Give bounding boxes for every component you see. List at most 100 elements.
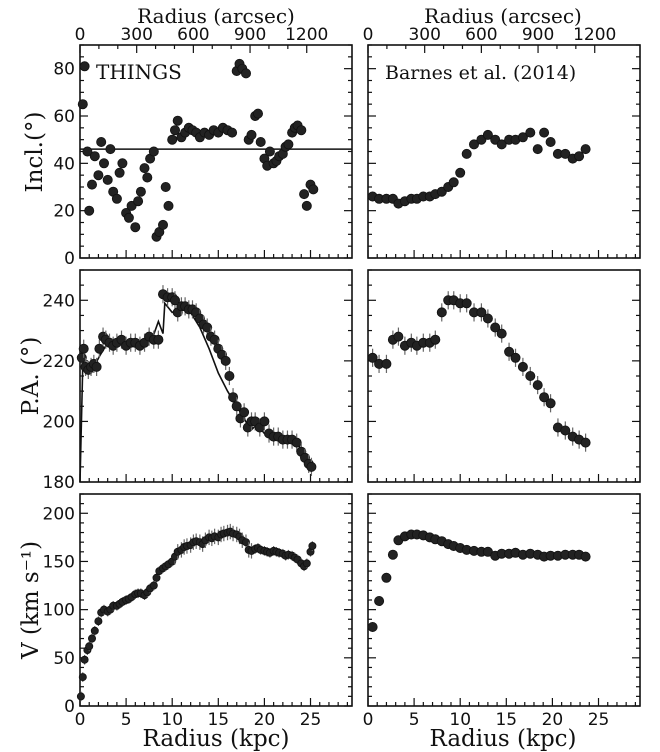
top-tick-label: 0 — [363, 25, 374, 45]
data-point — [76, 692, 85, 701]
top-tick-label: 300 — [408, 25, 440, 45]
data-point — [381, 358, 392, 369]
data-point — [367, 352, 378, 363]
top-tick-label: 600 — [177, 25, 209, 45]
x-tick-label: 25 — [588, 710, 610, 730]
data-point — [96, 136, 107, 147]
data-point — [224, 370, 235, 381]
y-tick-label: 80 — [53, 60, 75, 80]
data-point — [264, 146, 275, 157]
data-point — [308, 542, 317, 551]
data-point — [430, 334, 441, 345]
data-point — [560, 148, 571, 159]
data-point — [202, 322, 213, 333]
data-point — [114, 167, 125, 178]
y-tick-label: 200 — [43, 504, 75, 524]
data-point — [133, 196, 144, 207]
data-point — [517, 132, 528, 143]
data-point — [135, 186, 146, 197]
data-point — [209, 334, 220, 345]
top-tick-label: 1200 — [285, 25, 328, 45]
data-point — [468, 139, 479, 150]
top-tick-label: 1200 — [573, 25, 616, 45]
data-point — [94, 343, 105, 354]
panel-middle-left: P.A. (°) 180 200 220 240 — [18, 269, 353, 493]
data-point — [539, 392, 550, 403]
data-point — [455, 167, 466, 178]
data-point — [532, 380, 543, 391]
data-point — [308, 184, 319, 195]
y-tick-label: 40 — [53, 154, 75, 174]
y-tick-label: 50 — [53, 649, 75, 669]
data-point — [574, 151, 585, 162]
data-point — [436, 307, 447, 318]
y-axis-title-velocity: V (km s⁻¹) — [18, 541, 44, 660]
y-tick-label: 180 — [43, 473, 75, 493]
marks-velocity-things: 0 50 100 150 200 0 5 10 15 20 25 — [43, 493, 352, 730]
top-tick-label: 900 — [522, 25, 554, 45]
x-tick-label: 15 — [495, 710, 517, 730]
data-point — [482, 129, 493, 140]
data-point — [82, 146, 93, 157]
data-point — [130, 222, 141, 233]
data-point — [367, 622, 378, 633]
x-tick-label: 20 — [254, 710, 276, 730]
data-point — [301, 200, 312, 211]
data-point — [532, 144, 543, 155]
data-point — [291, 437, 302, 448]
data-point — [239, 407, 250, 418]
y-tick-label: 0 — [64, 249, 75, 269]
data-point — [102, 174, 113, 185]
top-tick-label: 600 — [465, 25, 497, 45]
top-axis-title-left: Radius (arcsec) — [137, 4, 295, 28]
data-point — [545, 136, 556, 147]
data-point — [78, 343, 89, 354]
data-point — [246, 129, 257, 140]
data-point — [142, 172, 153, 183]
data-point — [539, 127, 550, 138]
data-point — [241, 538, 250, 547]
data-point — [545, 398, 556, 409]
marks-velocity-barnes: 0 5 10 15 20 25 — [363, 493, 640, 730]
data-point — [90, 626, 99, 635]
data-point — [91, 361, 102, 372]
y-axis-title-pa: P.A. (°) — [18, 337, 44, 416]
data-point — [510, 352, 521, 363]
y-tick-label: 240 — [43, 291, 75, 311]
data-point — [117, 158, 128, 169]
data-point — [87, 179, 98, 190]
top-tick-label: 300 — [120, 25, 152, 45]
marks-pa-barnes — [367, 269, 640, 483]
data-point — [393, 331, 404, 342]
data-point — [94, 617, 103, 626]
x-tick-label: 15 — [207, 710, 229, 730]
data-point — [148, 146, 159, 157]
data-point — [88, 634, 97, 643]
x-tick-label: 0 — [363, 710, 374, 730]
panel-frame — [367, 269, 641, 483]
marks-pa-things: 180 200 220 240 — [43, 269, 352, 493]
data-point — [580, 551, 591, 562]
x-tick-label: 5 — [121, 710, 132, 730]
data-point — [152, 573, 161, 582]
data-point — [84, 205, 95, 216]
y-tick-label: 60 — [53, 107, 75, 127]
data-point — [169, 125, 180, 136]
y-axis-title-incl: Incl.(°) — [22, 112, 48, 193]
panel-label-things: THINGS — [96, 60, 182, 84]
data-point — [220, 355, 231, 366]
data-point — [139, 163, 150, 174]
panel-bottom-left: V (km s⁻¹) Radius (kpc) 0 50 100 150 200 0 5 10… — [18, 493, 353, 752]
data-point — [240, 68, 251, 79]
data-point — [259, 416, 270, 427]
data-point — [105, 144, 116, 155]
data-point — [525, 127, 536, 138]
data-point — [228, 392, 239, 403]
data-point — [302, 559, 311, 568]
data-point — [482, 313, 493, 324]
data-point — [157, 219, 168, 230]
data-point — [517, 361, 528, 372]
data-point — [490, 322, 501, 333]
x-tick-label: 20 — [542, 710, 564, 730]
